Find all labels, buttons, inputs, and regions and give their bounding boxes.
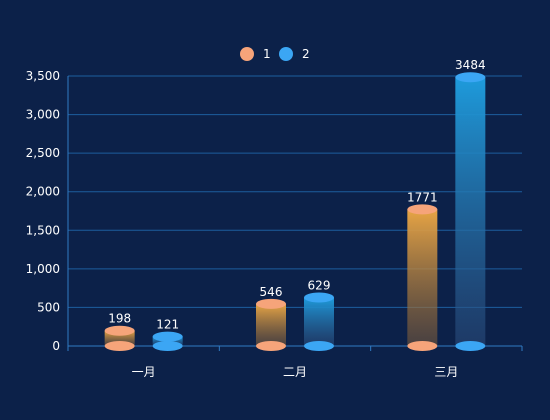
y-tick-label: 0 bbox=[52, 339, 60, 353]
x-tick-label: 一月 bbox=[132, 365, 156, 379]
bar-series-2-一月[interactable] bbox=[152, 331, 183, 351]
bar-value-label: 3484 bbox=[455, 58, 486, 72]
y-tick-label: 2,000 bbox=[26, 185, 60, 199]
bar-base-cap bbox=[104, 341, 135, 351]
bar-value-label: 198 bbox=[108, 312, 131, 326]
bar-value-label: 546 bbox=[260, 285, 283, 299]
bar-body bbox=[304, 297, 334, 346]
bar-base-cap bbox=[304, 341, 334, 351]
y-tick-label: 500 bbox=[37, 300, 60, 314]
bar-value-label: 121 bbox=[156, 318, 179, 332]
bar-value-label: 629 bbox=[308, 278, 331, 292]
gridlines bbox=[68, 75, 522, 308]
x-axis: 一月 二月 三月 bbox=[67, 345, 523, 379]
data-labels: 198 546 1771 121 629 3484 bbox=[108, 58, 485, 331]
legend-swatch bbox=[240, 47, 254, 61]
x-tick-label: 二月 bbox=[283, 365, 307, 379]
bar-body bbox=[455, 77, 486, 346]
x-tick-label: 三月 bbox=[434, 365, 458, 379]
y-tick-label: 1,000 bbox=[26, 262, 60, 276]
bar-series-1-三月[interactable] bbox=[407, 204, 438, 351]
y-axis: 0 500 1,000 1,500 2,000 2,500 3,000 3,500 bbox=[26, 69, 69, 353]
bar-value-label: 1771 bbox=[407, 190, 438, 204]
bars bbox=[104, 72, 486, 351]
bar-top-cap bbox=[407, 204, 438, 215]
bar-series-1-二月[interactable] bbox=[256, 298, 286, 351]
legend-label: 2 bbox=[302, 47, 310, 61]
bar-base-cap bbox=[407, 341, 438, 351]
bar-series-2-三月[interactable] bbox=[455, 72, 486, 351]
bar-top-cap bbox=[304, 292, 334, 303]
bar-base-cap bbox=[152, 341, 183, 351]
bar-series-1-一月[interactable] bbox=[104, 325, 135, 351]
bar-body bbox=[407, 209, 438, 346]
y-tick-label: 2,500 bbox=[26, 146, 60, 160]
bar-top-cap bbox=[104, 325, 135, 336]
bar-top-cap bbox=[455, 72, 486, 83]
y-tick-label: 3,000 bbox=[26, 108, 60, 122]
bar-body bbox=[256, 303, 286, 346]
legend-item-2[interactable]: 2 bbox=[279, 47, 310, 61]
legend-swatch bbox=[279, 47, 293, 61]
bar-base-cap bbox=[256, 341, 286, 351]
bar-series-2-二月[interactable] bbox=[304, 292, 334, 351]
y-tick-label: 3,500 bbox=[26, 69, 60, 83]
bar-top-cap bbox=[152, 331, 183, 342]
bar-base-cap bbox=[455, 341, 486, 351]
legend-item-1[interactable]: 1 bbox=[240, 47, 271, 61]
y-tick-label: 1,500 bbox=[26, 223, 60, 237]
bar-top-cap bbox=[256, 298, 286, 309]
legend-label: 1 bbox=[263, 47, 271, 61]
